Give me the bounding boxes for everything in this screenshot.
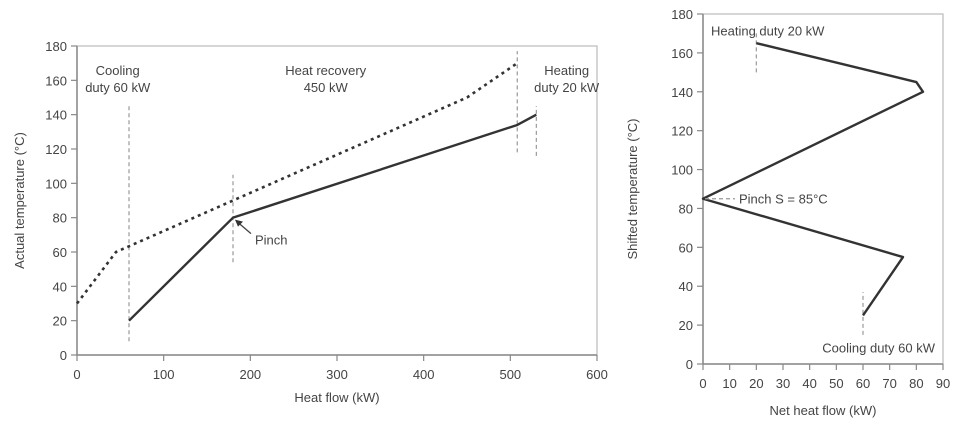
annotation-label: Heating xyxy=(544,63,589,78)
y-tick-label: 20 xyxy=(679,318,693,333)
y-tick-label: 20 xyxy=(53,314,67,329)
y-tick-label: 40 xyxy=(679,279,693,294)
x-tick-label: 0 xyxy=(699,376,706,391)
x-tick-label: 600 xyxy=(586,367,608,382)
x-tick-label: 400 xyxy=(413,367,435,382)
pinch-arrowhead xyxy=(235,219,243,227)
y-axis-label: Actual temperature (°C) xyxy=(12,132,27,269)
annotation-label: duty 60 kW xyxy=(85,80,151,95)
y-tick-label: 40 xyxy=(53,279,67,294)
x-tick-label: 90 xyxy=(936,376,950,391)
pinch-label: Pinch xyxy=(255,233,288,248)
y-tick-label: 180 xyxy=(45,39,67,54)
y-tick-label: 120 xyxy=(671,124,693,139)
chart-1 xyxy=(71,45,598,361)
y-tick-label: 60 xyxy=(53,245,67,260)
x-tick-label: 50 xyxy=(829,376,843,391)
x-tick-label: 60 xyxy=(856,376,870,391)
y-tick-label: 120 xyxy=(45,142,67,157)
y-tick-label: 0 xyxy=(60,348,67,363)
x-axis-label: Net heat flow (kW) xyxy=(770,403,877,418)
y-tick-label: 60 xyxy=(679,240,693,255)
plot-frame xyxy=(702,13,944,365)
cold-composite-curve xyxy=(128,113,537,322)
annotation-label: Cooling duty 60 kW xyxy=(822,340,935,355)
x-tick-label: 20 xyxy=(749,376,763,391)
x-axis-label: Heat flow (kW) xyxy=(294,390,379,405)
y-tick-label: 140 xyxy=(671,85,693,100)
y-tick-label: 160 xyxy=(45,73,67,88)
annotation-label: Heat recovery xyxy=(285,63,366,78)
chart-2 xyxy=(697,13,944,370)
x-tick-label: 30 xyxy=(776,376,790,391)
y-tick-label: 160 xyxy=(671,46,693,61)
y-tick-label: 80 xyxy=(53,211,67,226)
annotation-label: 450 kW xyxy=(304,80,349,95)
y-tick-label: 100 xyxy=(671,163,693,178)
y-tick-label: 100 xyxy=(45,176,67,191)
y-tick-label: 140 xyxy=(45,108,67,123)
x-tick-label: 200 xyxy=(239,367,261,382)
x-tick-label: 10 xyxy=(722,376,736,391)
y-tick-label: 0 xyxy=(686,357,693,372)
y-tick-label: 80 xyxy=(679,201,693,216)
grand-composite-curve xyxy=(701,42,925,317)
x-tick-label: 100 xyxy=(153,367,175,382)
y-tick-label: 180 xyxy=(671,7,693,22)
annotation-label: Cooling xyxy=(96,63,140,78)
x-tick-label: 300 xyxy=(326,367,348,382)
hot-composite-curve xyxy=(75,62,518,305)
pinch-label: Pinch S = 85°C xyxy=(739,192,828,207)
x-tick-label: 500 xyxy=(499,367,521,382)
x-tick-label: 40 xyxy=(802,376,816,391)
x-tick-label: 80 xyxy=(909,376,923,391)
annotation-label: duty 20 kW xyxy=(534,80,600,95)
x-tick-label: 0 xyxy=(73,367,80,382)
x-tick-label: 70 xyxy=(882,376,896,391)
annotation-label: Heating duty 20 kW xyxy=(711,24,825,39)
y-axis-label: Shifted temperature (°C) xyxy=(625,118,640,259)
